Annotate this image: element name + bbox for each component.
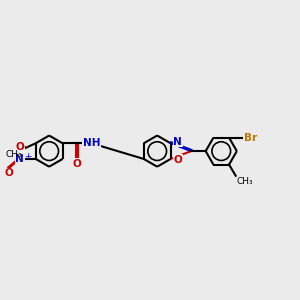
- Text: Br: Br: [244, 133, 257, 142]
- Text: -: -: [24, 142, 27, 151]
- Text: O: O: [15, 142, 24, 152]
- Text: O: O: [4, 169, 13, 178]
- Text: N: N: [15, 154, 24, 164]
- Text: CH₃: CH₃: [237, 177, 254, 186]
- Text: CH₃: CH₃: [6, 150, 22, 159]
- Text: O: O: [72, 159, 81, 169]
- Text: O: O: [173, 155, 182, 165]
- Text: +: +: [24, 152, 31, 161]
- Text: NH: NH: [83, 138, 101, 148]
- Text: N: N: [173, 136, 182, 146]
